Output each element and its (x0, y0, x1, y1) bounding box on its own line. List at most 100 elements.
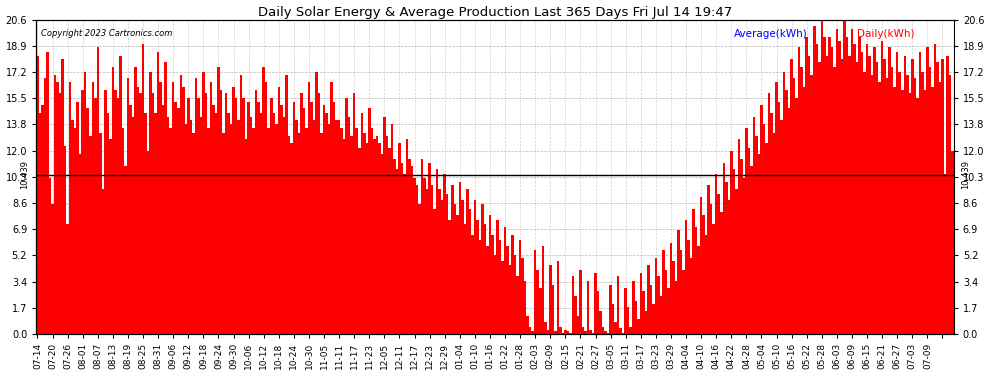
Bar (406, 139, 408, 334)
Bar (174, 102, 177, 334)
Bar (532, 331, 534, 334)
Bar (496, 220, 499, 334)
Bar (347, 117, 350, 334)
Bar (896, 52, 899, 334)
Bar (788, 108, 790, 334)
Bar (396, 169, 398, 334)
Bar (921, 72, 924, 334)
Bar (592, 333, 594, 334)
Bar (760, 105, 762, 334)
Bar (130, 105, 132, 334)
Bar (431, 184, 434, 334)
Bar (512, 235, 514, 334)
Bar (863, 72, 866, 334)
Bar (886, 78, 888, 334)
Bar (828, 36, 831, 334)
Bar (695, 227, 697, 334)
Bar (58, 93, 61, 334)
Bar (167, 117, 169, 334)
Bar (587, 281, 589, 334)
Bar (652, 304, 654, 334)
Bar (42, 105, 44, 334)
Bar (768, 93, 770, 334)
Bar (926, 47, 929, 334)
Bar (720, 212, 723, 334)
Bar (228, 113, 230, 334)
Bar (705, 235, 708, 334)
Bar (233, 87, 235, 334)
Bar (725, 182, 728, 334)
Bar (733, 169, 736, 334)
Bar (757, 154, 760, 334)
Bar (654, 258, 657, 334)
Bar (690, 258, 692, 334)
Bar (843, 21, 845, 334)
Bar (848, 56, 850, 334)
Bar (408, 159, 411, 334)
Bar (243, 98, 245, 334)
Bar (534, 250, 537, 334)
Bar (205, 93, 207, 334)
Bar (718, 194, 720, 334)
Bar (257, 102, 260, 334)
Bar (53, 75, 56, 334)
Bar (328, 123, 331, 334)
Bar (627, 307, 630, 334)
Bar (778, 102, 780, 334)
Bar (368, 108, 370, 334)
Bar (692, 209, 695, 334)
Bar (514, 255, 517, 334)
Bar (419, 204, 421, 334)
Bar (300, 93, 303, 334)
Bar (687, 240, 690, 334)
Bar (839, 41, 841, 334)
Bar (715, 174, 718, 334)
Bar (456, 215, 458, 334)
Bar (539, 288, 542, 334)
Bar (61, 59, 64, 334)
Bar (444, 174, 446, 334)
Bar (672, 261, 675, 334)
Bar (845, 36, 848, 334)
Bar (37, 56, 39, 334)
Bar (76, 102, 79, 334)
Bar (610, 285, 612, 334)
Bar (370, 128, 373, 334)
Bar (571, 276, 574, 334)
Bar (914, 78, 916, 334)
Bar (669, 243, 672, 334)
Bar (891, 67, 893, 334)
Bar (742, 178, 745, 334)
Bar (401, 163, 403, 334)
Bar (836, 29, 839, 334)
Bar (522, 258, 524, 334)
Bar (323, 105, 326, 334)
Bar (584, 331, 587, 334)
Bar (577, 316, 579, 334)
Bar (524, 281, 527, 334)
Bar (700, 197, 702, 334)
Bar (140, 93, 142, 334)
Bar (217, 67, 220, 334)
Bar (331, 82, 333, 334)
Bar (813, 26, 816, 334)
Bar (564, 330, 566, 334)
Bar (615, 322, 617, 334)
Bar (569, 333, 571, 334)
Bar (145, 113, 147, 334)
Bar (383, 117, 386, 334)
Bar (941, 59, 943, 334)
Bar (282, 117, 285, 334)
Bar (210, 82, 212, 334)
Bar (378, 143, 380, 334)
Bar (527, 316, 529, 334)
Bar (929, 67, 932, 334)
Bar (147, 151, 149, 334)
Bar (803, 87, 806, 334)
Bar (149, 72, 151, 334)
Bar (102, 189, 104, 334)
Bar (177, 108, 179, 334)
Bar (499, 240, 501, 334)
Bar (909, 93, 911, 334)
Bar (745, 128, 747, 334)
